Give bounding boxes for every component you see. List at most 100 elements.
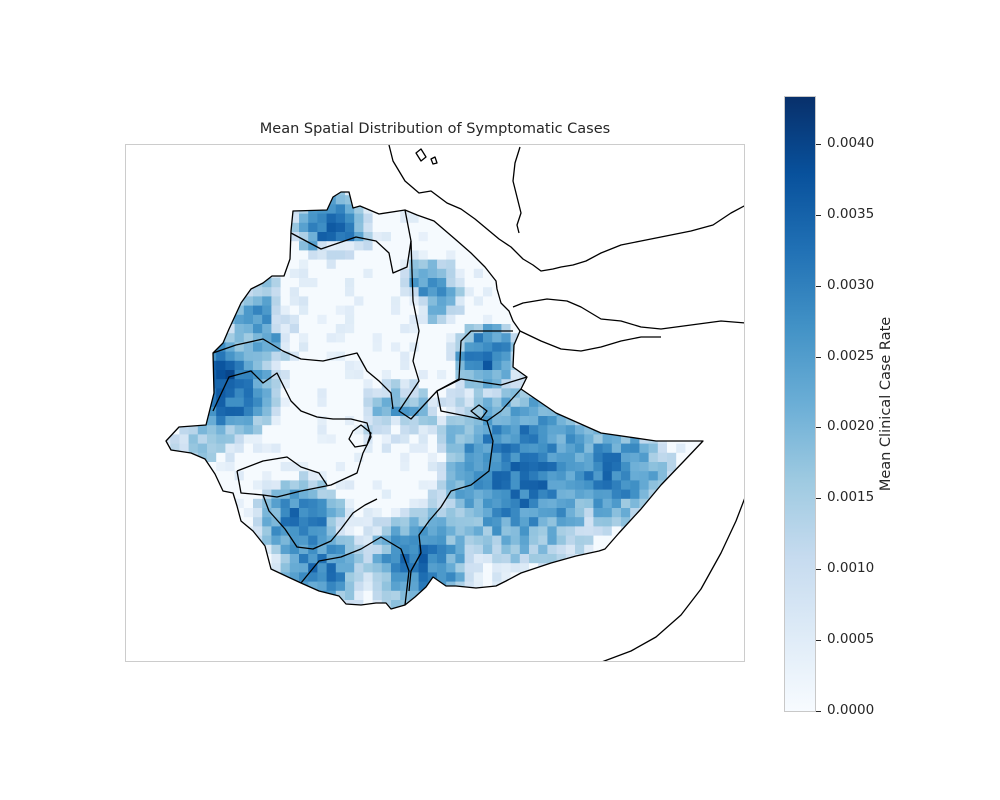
heat-cell <box>335 590 346 601</box>
heat-cell <box>630 305 640 316</box>
heat-cell <box>409 333 420 343</box>
heat-cell <box>207 232 217 242</box>
heat-cell <box>216 287 226 297</box>
heat-cell <box>437 388 447 399</box>
heat-cell <box>280 471 291 481</box>
heat-cell <box>197 360 208 371</box>
heat-cell <box>501 572 512 583</box>
heat-cell <box>409 609 419 619</box>
heat-cell <box>446 296 456 307</box>
heat-cell <box>667 314 677 325</box>
heat-cell <box>694 232 703 242</box>
heat-cell <box>354 498 364 509</box>
heat-cell <box>501 498 512 509</box>
heat-cell <box>704 342 714 352</box>
heat-cell <box>676 333 686 343</box>
heat-cell <box>335 517 346 527</box>
heat-cell <box>354 526 364 537</box>
heat-cell <box>372 379 383 389</box>
heat-cell <box>280 232 291 242</box>
heat-cell <box>418 287 429 297</box>
heat-cell <box>289 204 300 215</box>
heat-cell <box>400 296 410 307</box>
heat-cell <box>400 259 410 270</box>
heat-cell <box>381 379 392 389</box>
heat-cell <box>189 609 199 619</box>
heat-cell <box>639 333 650 343</box>
heat-cell <box>299 259 309 270</box>
heat-cell <box>225 406 236 417</box>
heat-cell <box>704 269 714 279</box>
map-panel[interactable] <box>125 144 745 662</box>
heat-cell <box>565 379 576 389</box>
heat-cell <box>418 192 429 196</box>
heat-cell <box>207 517 217 527</box>
heat-cell <box>271 397 282 408</box>
heat-cell <box>556 287 567 297</box>
heat-cell <box>464 397 475 408</box>
heat-cell <box>593 388 604 399</box>
heat-cell <box>630 600 640 609</box>
heat-cell <box>188 471 199 481</box>
heat-cell <box>207 296 217 307</box>
heat-cell <box>197 443 208 454</box>
heat-cell <box>207 416 217 426</box>
heat-cell <box>657 296 668 307</box>
heat-cell <box>501 192 512 196</box>
heat-cell <box>593 397 604 408</box>
heat-cell <box>575 489 585 500</box>
heat-cell <box>538 195 548 205</box>
heat-cell <box>326 406 337 417</box>
heat-cell <box>207 278 217 288</box>
heat-cell <box>299 434 309 445</box>
heat-cell <box>345 287 355 297</box>
heat-cell <box>400 232 410 242</box>
heat-cell <box>492 351 502 362</box>
heat-cell <box>179 232 190 242</box>
heat-cell <box>501 333 512 343</box>
heat-cell <box>207 351 217 362</box>
heat-cell <box>354 360 364 371</box>
heat-cell <box>630 278 640 288</box>
heat-cell <box>455 498 466 509</box>
heat-cell <box>381 287 392 297</box>
heat-cell <box>372 425 383 435</box>
heat-cell <box>299 342 309 353</box>
heat-cell <box>483 241 493 251</box>
heat-cell <box>326 204 337 215</box>
heat-cell <box>621 333 631 343</box>
heat-cell <box>363 342 374 353</box>
heat-cell <box>409 563 420 573</box>
heat-cell <box>676 471 686 481</box>
heat-cell <box>492 425 502 435</box>
heat-cell <box>483 508 493 518</box>
heat-cell <box>253 572 263 583</box>
island-small <box>430 156 438 165</box>
heat-cell <box>299 314 309 325</box>
heat-cell <box>547 406 558 417</box>
heat-cell <box>704 260 714 270</box>
heat-cell <box>685 379 696 389</box>
heat-cell <box>657 498 668 509</box>
heat-cell <box>630 195 640 205</box>
heat-cell <box>262 508 272 518</box>
heat-cell <box>170 287 180 297</box>
colorbar-tick-label: 0.0015 <box>827 489 875 506</box>
heat-cell <box>501 443 512 454</box>
heat-cell <box>170 508 180 518</box>
heat-cell <box>630 204 640 215</box>
heat-cell <box>621 379 631 389</box>
heat-cell <box>225 388 236 399</box>
heat-cell <box>602 498 613 509</box>
heat-cell <box>253 388 263 399</box>
heat-cell <box>639 250 650 261</box>
heat-cell <box>565 581 576 592</box>
heat-cell <box>345 342 355 353</box>
heat-cell <box>280 222 291 233</box>
heat-cell <box>437 324 447 334</box>
heat-cell <box>400 471 410 481</box>
heat-cell <box>565 406 576 417</box>
heat-cell <box>483 590 493 601</box>
colorbar-tick-label: 0.0040 <box>827 134 875 151</box>
heat-cell <box>243 563 254 573</box>
